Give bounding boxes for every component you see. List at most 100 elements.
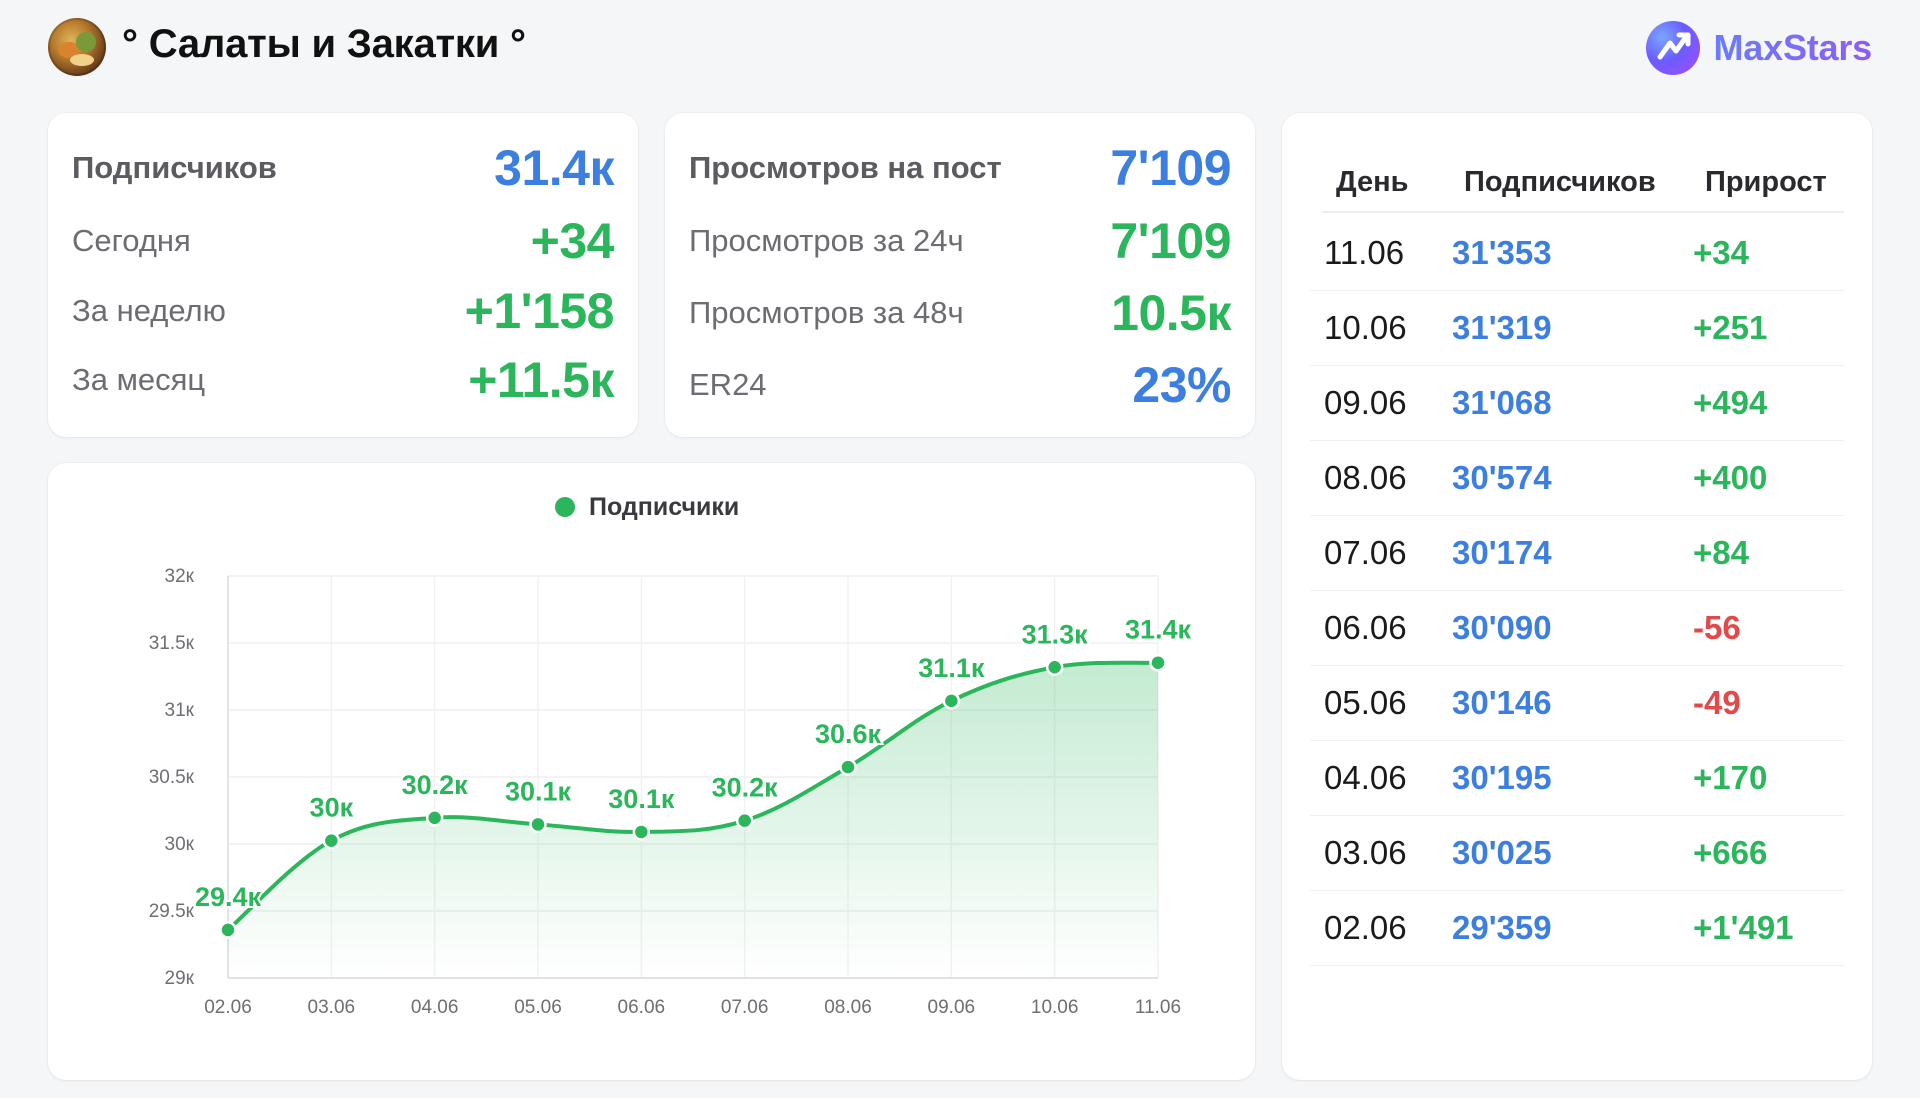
legend-marker (555, 497, 575, 517)
data-point (219, 921, 237, 939)
row-day: 11.06 (1324, 234, 1405, 271)
stat-row-views-per-post: Просмотров на пост 7'109 (689, 133, 1231, 203)
table-row: 05.06 30'146 -49 (1310, 666, 1844, 741)
row-subscribers: 30'025 (1452, 834, 1552, 871)
views-card: Просмотров на пост 7'109 Просмотров за 2… (665, 113, 1255, 437)
stat-label: За месяц (72, 362, 206, 397)
row-growth: +84 (1693, 534, 1749, 571)
x-tick-label: 04.06 (411, 997, 459, 1018)
data-label: 30.2к (712, 773, 779, 803)
stat-label: ER24 (689, 367, 767, 402)
row-day: 10.06 (1324, 309, 1407, 346)
row-growth: +34 (1693, 234, 1749, 271)
stat-label: Просмотров за 24ч (689, 223, 964, 258)
brand[interactable]: MaxStars (1645, 20, 1873, 76)
stat-value: 7'109 (1110, 140, 1231, 196)
data-point (1149, 653, 1167, 672)
table-row: 08.06 30'574 +400 (1310, 441, 1844, 516)
data-point (529, 815, 547, 834)
row-subscribers: 30'195 (1452, 759, 1552, 796)
row-subscribers: 31'068 (1452, 384, 1552, 421)
data-point (425, 809, 444, 827)
stat-row-subscribers: Подписчиков 31.4к (72, 133, 614, 203)
stat-value: +34 (530, 213, 615, 269)
data-point (735, 811, 754, 830)
row-growth: +494 (1693, 384, 1768, 421)
stat-label: Просмотров за 48ч (689, 295, 964, 330)
stat-value: 31.4к (494, 140, 614, 196)
stat-value: 10.5к (1111, 285, 1231, 341)
legend-label: Подписчики (589, 493, 739, 521)
stat-row-er24: ER24 23% (689, 350, 1231, 420)
data-point (942, 692, 961, 710)
data-label: 31.3к (1022, 619, 1089, 649)
subscribers-chart: 29к 29.5к 30к 30.5к 31к 31.5к 32к 02.06 03.06 04.… (149, 493, 1194, 1018)
y-tick-label: 32к (165, 566, 195, 587)
data-point (839, 758, 857, 776)
row-day: 07.06 (1324, 534, 1407, 571)
table-header: День Подписчиков Прирост (1322, 153, 1844, 213)
x-tick-label: 11.06 (1135, 997, 1181, 1018)
x-tick-label: 09.06 (928, 997, 976, 1018)
data-label: 30.2к (402, 770, 469, 800)
y-tick-label: 31.5к (149, 633, 195, 654)
table-row: 03.06 30'025 +666 (1310, 816, 1844, 891)
data-label: 29.4к (195, 882, 262, 912)
row-subscribers: 30'174 (1452, 534, 1552, 571)
data-point (632, 823, 651, 841)
table-row: 04.06 30'195 +170 (1310, 741, 1844, 816)
channel-avatar[interactable] (48, 18, 106, 76)
stat-value: 7'109 (1110, 213, 1231, 269)
row-growth: -56 (1693, 609, 1741, 646)
header-day: День (1336, 165, 1409, 198)
row-subscribers: 30'574 (1452, 459, 1552, 496)
table-row: 02.06 29'359 +1'491 (1310, 891, 1844, 966)
x-tick-label: 03.06 (308, 997, 356, 1018)
data-label: 30.1к (608, 784, 675, 814)
series-area (228, 662, 1158, 978)
stat-label: Подписчиков (72, 150, 277, 185)
stat-label: Просмотров на пост (689, 150, 1002, 185)
brand-name: MaxStars (1713, 27, 1873, 68)
stat-row-week: За неделю +1'158 (72, 276, 615, 346)
row-subscribers: 31'353 (1452, 234, 1552, 271)
data-label: 30к (310, 793, 354, 823)
subscribers-chart-card: 29к 29.5к 30к 30.5к 31к 31.5к 32к 02.06 03.06 04.… (48, 463, 1255, 1080)
row-day: 09.06 (1324, 384, 1407, 421)
stat-label: За неделю (72, 293, 226, 328)
stat-row-views-48h: Просмотров за 48ч 10.5к (689, 278, 1231, 348)
table-row: 10.06 31'319 +251 (1310, 291, 1844, 366)
y-tick-label: 30к (165, 834, 195, 855)
row-day: 06.06 (1324, 609, 1407, 646)
header: ° Салаты и Закатки ° MaxStars (48, 18, 1872, 78)
y-tick-label: 31к (165, 700, 195, 721)
row-growth: +251 (1693, 309, 1768, 346)
subscribers-card: Подписчиков 31.4к Сегодня +34 За неделю … (48, 113, 638, 437)
stat-value: +1'158 (464, 283, 615, 339)
stat-row-month: За месяц +11.5к (72, 345, 614, 415)
header-growth: Прирост (1705, 165, 1827, 198)
data-label: 31.1к (918, 653, 985, 683)
row-growth: +170 (1693, 759, 1768, 796)
channel-title: ° Салаты и Закатки ° (122, 22, 526, 66)
stat-label: Сегодня (72, 223, 191, 258)
data-point (322, 831, 341, 850)
table-row: 11.06 31'353 +34 (1310, 216, 1844, 291)
x-tick-label: 10.06 (1031, 997, 1079, 1018)
y-tick-label: 29к (165, 968, 195, 989)
y-tick-label: 30.5к (149, 767, 195, 788)
row-subscribers: 31'319 (1452, 309, 1552, 346)
row-day: 02.06 (1324, 909, 1407, 946)
row-growth: +1'491 (1693, 909, 1794, 946)
stat-row-views-24h: Просмотров за 24ч 7'109 (689, 206, 1231, 276)
header-subscribers: Подписчиков (1464, 165, 1656, 198)
row-subscribers: 30'146 (1452, 684, 1552, 721)
x-tick-label: 02.06 (204, 997, 252, 1018)
x-tick-label: 05.06 (514, 997, 562, 1018)
stat-row-today: Сегодня +34 (72, 206, 615, 276)
data-label: 30.1к (505, 776, 572, 806)
y-tick-label: 29.5к (149, 901, 195, 922)
row-day: 05.06 (1324, 684, 1407, 721)
x-tick-label: 07.06 (721, 997, 769, 1018)
series-line (226, 660, 1160, 932)
